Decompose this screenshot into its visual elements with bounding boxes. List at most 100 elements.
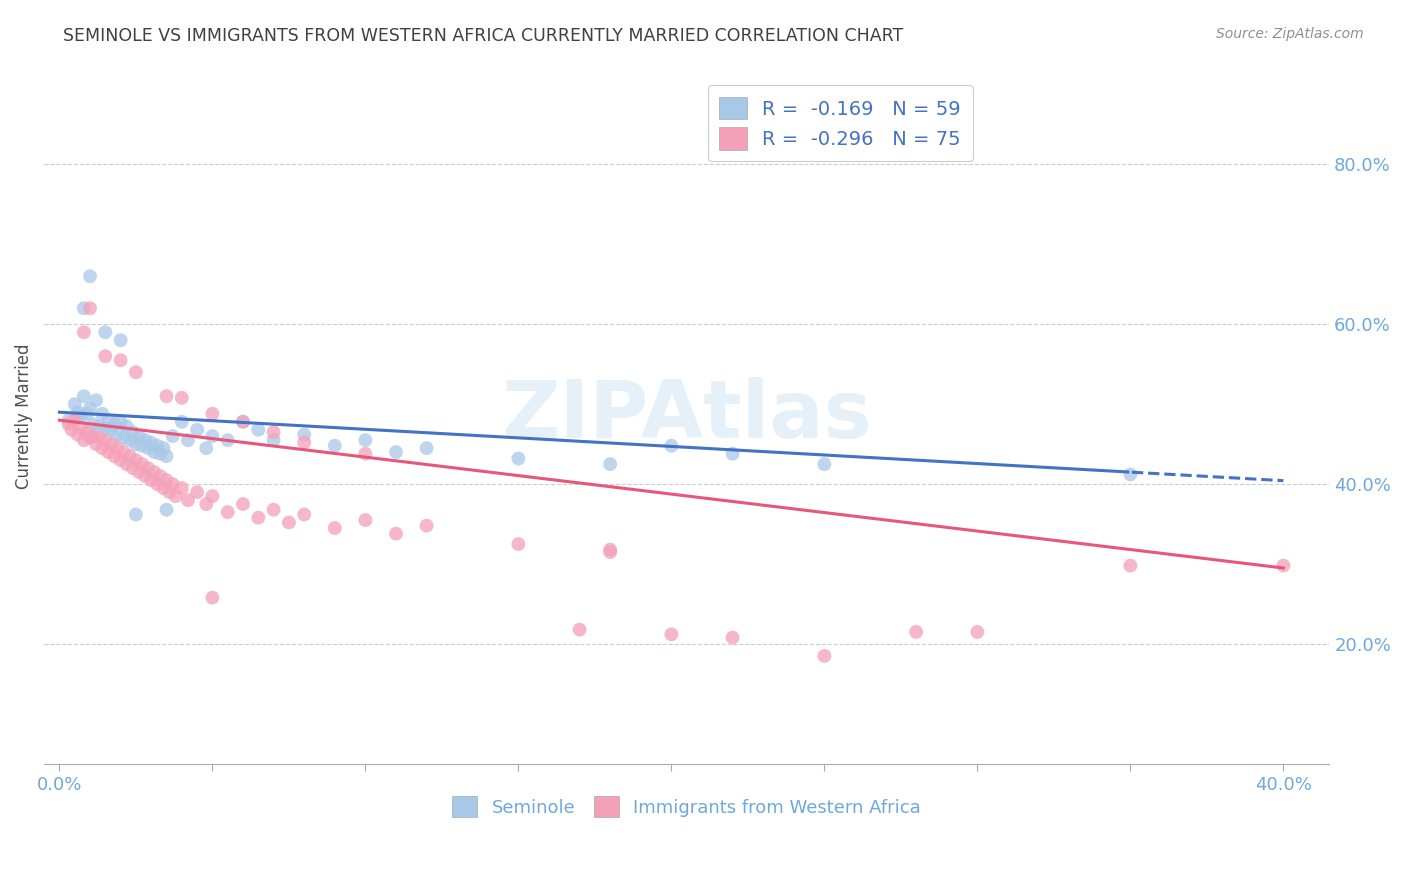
Point bbox=[115, 419, 138, 434]
Point bbox=[66, 405, 89, 419]
Point bbox=[217, 505, 239, 519]
Point bbox=[568, 623, 591, 637]
Point bbox=[195, 441, 218, 455]
Point bbox=[94, 433, 117, 447]
Point bbox=[69, 421, 91, 435]
Point bbox=[84, 393, 107, 408]
Point bbox=[155, 473, 177, 487]
Point bbox=[966, 624, 988, 639]
Point bbox=[323, 521, 346, 535]
Point bbox=[58, 417, 80, 432]
Point bbox=[149, 469, 172, 483]
Point bbox=[354, 433, 377, 447]
Point bbox=[103, 417, 125, 432]
Point bbox=[131, 439, 153, 453]
Point bbox=[84, 437, 107, 451]
Point bbox=[136, 441, 159, 455]
Point bbox=[118, 449, 141, 463]
Point bbox=[1119, 558, 1142, 573]
Point bbox=[661, 439, 683, 453]
Point bbox=[195, 497, 218, 511]
Point bbox=[170, 391, 193, 405]
Point bbox=[110, 353, 132, 368]
Point bbox=[152, 441, 174, 455]
Point bbox=[94, 421, 117, 435]
Point bbox=[155, 389, 177, 403]
Point bbox=[354, 447, 377, 461]
Point bbox=[128, 465, 150, 479]
Point bbox=[415, 441, 437, 455]
Point bbox=[107, 441, 129, 455]
Point bbox=[100, 437, 122, 451]
Text: Source: ZipAtlas.com: Source: ZipAtlas.com bbox=[1216, 27, 1364, 41]
Point bbox=[177, 433, 200, 447]
Point bbox=[141, 435, 163, 450]
Point bbox=[89, 419, 111, 434]
Point bbox=[79, 301, 101, 316]
Point bbox=[186, 485, 208, 500]
Point bbox=[721, 631, 744, 645]
Point bbox=[201, 429, 224, 443]
Point bbox=[69, 409, 91, 424]
Point bbox=[112, 445, 135, 459]
Text: SEMINOLE VS IMMIGRANTS FROM WESTERN AFRICA CURRENTLY MARRIED CORRELATION CHART: SEMINOLE VS IMMIGRANTS FROM WESTERN AFRI… bbox=[63, 27, 904, 45]
Point bbox=[143, 465, 166, 479]
Point bbox=[131, 457, 153, 471]
Point bbox=[232, 415, 254, 429]
Point bbox=[110, 415, 132, 429]
Point bbox=[125, 365, 148, 379]
Point bbox=[134, 433, 156, 447]
Point bbox=[354, 513, 377, 527]
Point bbox=[247, 423, 270, 437]
Point bbox=[73, 301, 96, 316]
Point bbox=[508, 537, 530, 551]
Point bbox=[201, 591, 224, 605]
Point bbox=[201, 489, 224, 503]
Point bbox=[177, 493, 200, 508]
Point bbox=[107, 427, 129, 442]
Point bbox=[112, 431, 135, 445]
Point bbox=[149, 447, 172, 461]
Point bbox=[91, 407, 114, 421]
Point bbox=[721, 447, 744, 461]
Point bbox=[60, 423, 83, 437]
Point bbox=[79, 269, 101, 284]
Point bbox=[134, 469, 156, 483]
Point bbox=[1272, 558, 1295, 573]
Point bbox=[110, 333, 132, 347]
Point bbox=[103, 449, 125, 463]
Point bbox=[125, 437, 148, 451]
Point bbox=[110, 453, 132, 467]
Point bbox=[146, 439, 169, 453]
Point bbox=[73, 389, 96, 403]
Point bbox=[162, 429, 184, 443]
Point bbox=[97, 413, 120, 427]
Point bbox=[82, 417, 104, 432]
Point bbox=[155, 502, 177, 516]
Point bbox=[292, 427, 315, 442]
Point bbox=[385, 445, 408, 459]
Point bbox=[66, 427, 89, 442]
Point bbox=[165, 489, 187, 503]
Point bbox=[508, 451, 530, 466]
Point bbox=[292, 508, 315, 522]
Point bbox=[141, 473, 163, 487]
Point bbox=[58, 413, 80, 427]
Point bbox=[170, 481, 193, 495]
Point bbox=[100, 423, 122, 437]
Point bbox=[89, 431, 111, 445]
Point bbox=[232, 415, 254, 429]
Point bbox=[263, 502, 285, 516]
Point bbox=[143, 445, 166, 459]
Point bbox=[1119, 467, 1142, 482]
Point bbox=[73, 325, 96, 339]
Point bbox=[73, 433, 96, 447]
Point bbox=[76, 407, 98, 421]
Point bbox=[115, 457, 138, 471]
Point bbox=[323, 439, 346, 453]
Point bbox=[385, 526, 408, 541]
Point bbox=[125, 453, 148, 467]
Point bbox=[97, 445, 120, 459]
Point bbox=[599, 542, 621, 557]
Point bbox=[63, 397, 86, 411]
